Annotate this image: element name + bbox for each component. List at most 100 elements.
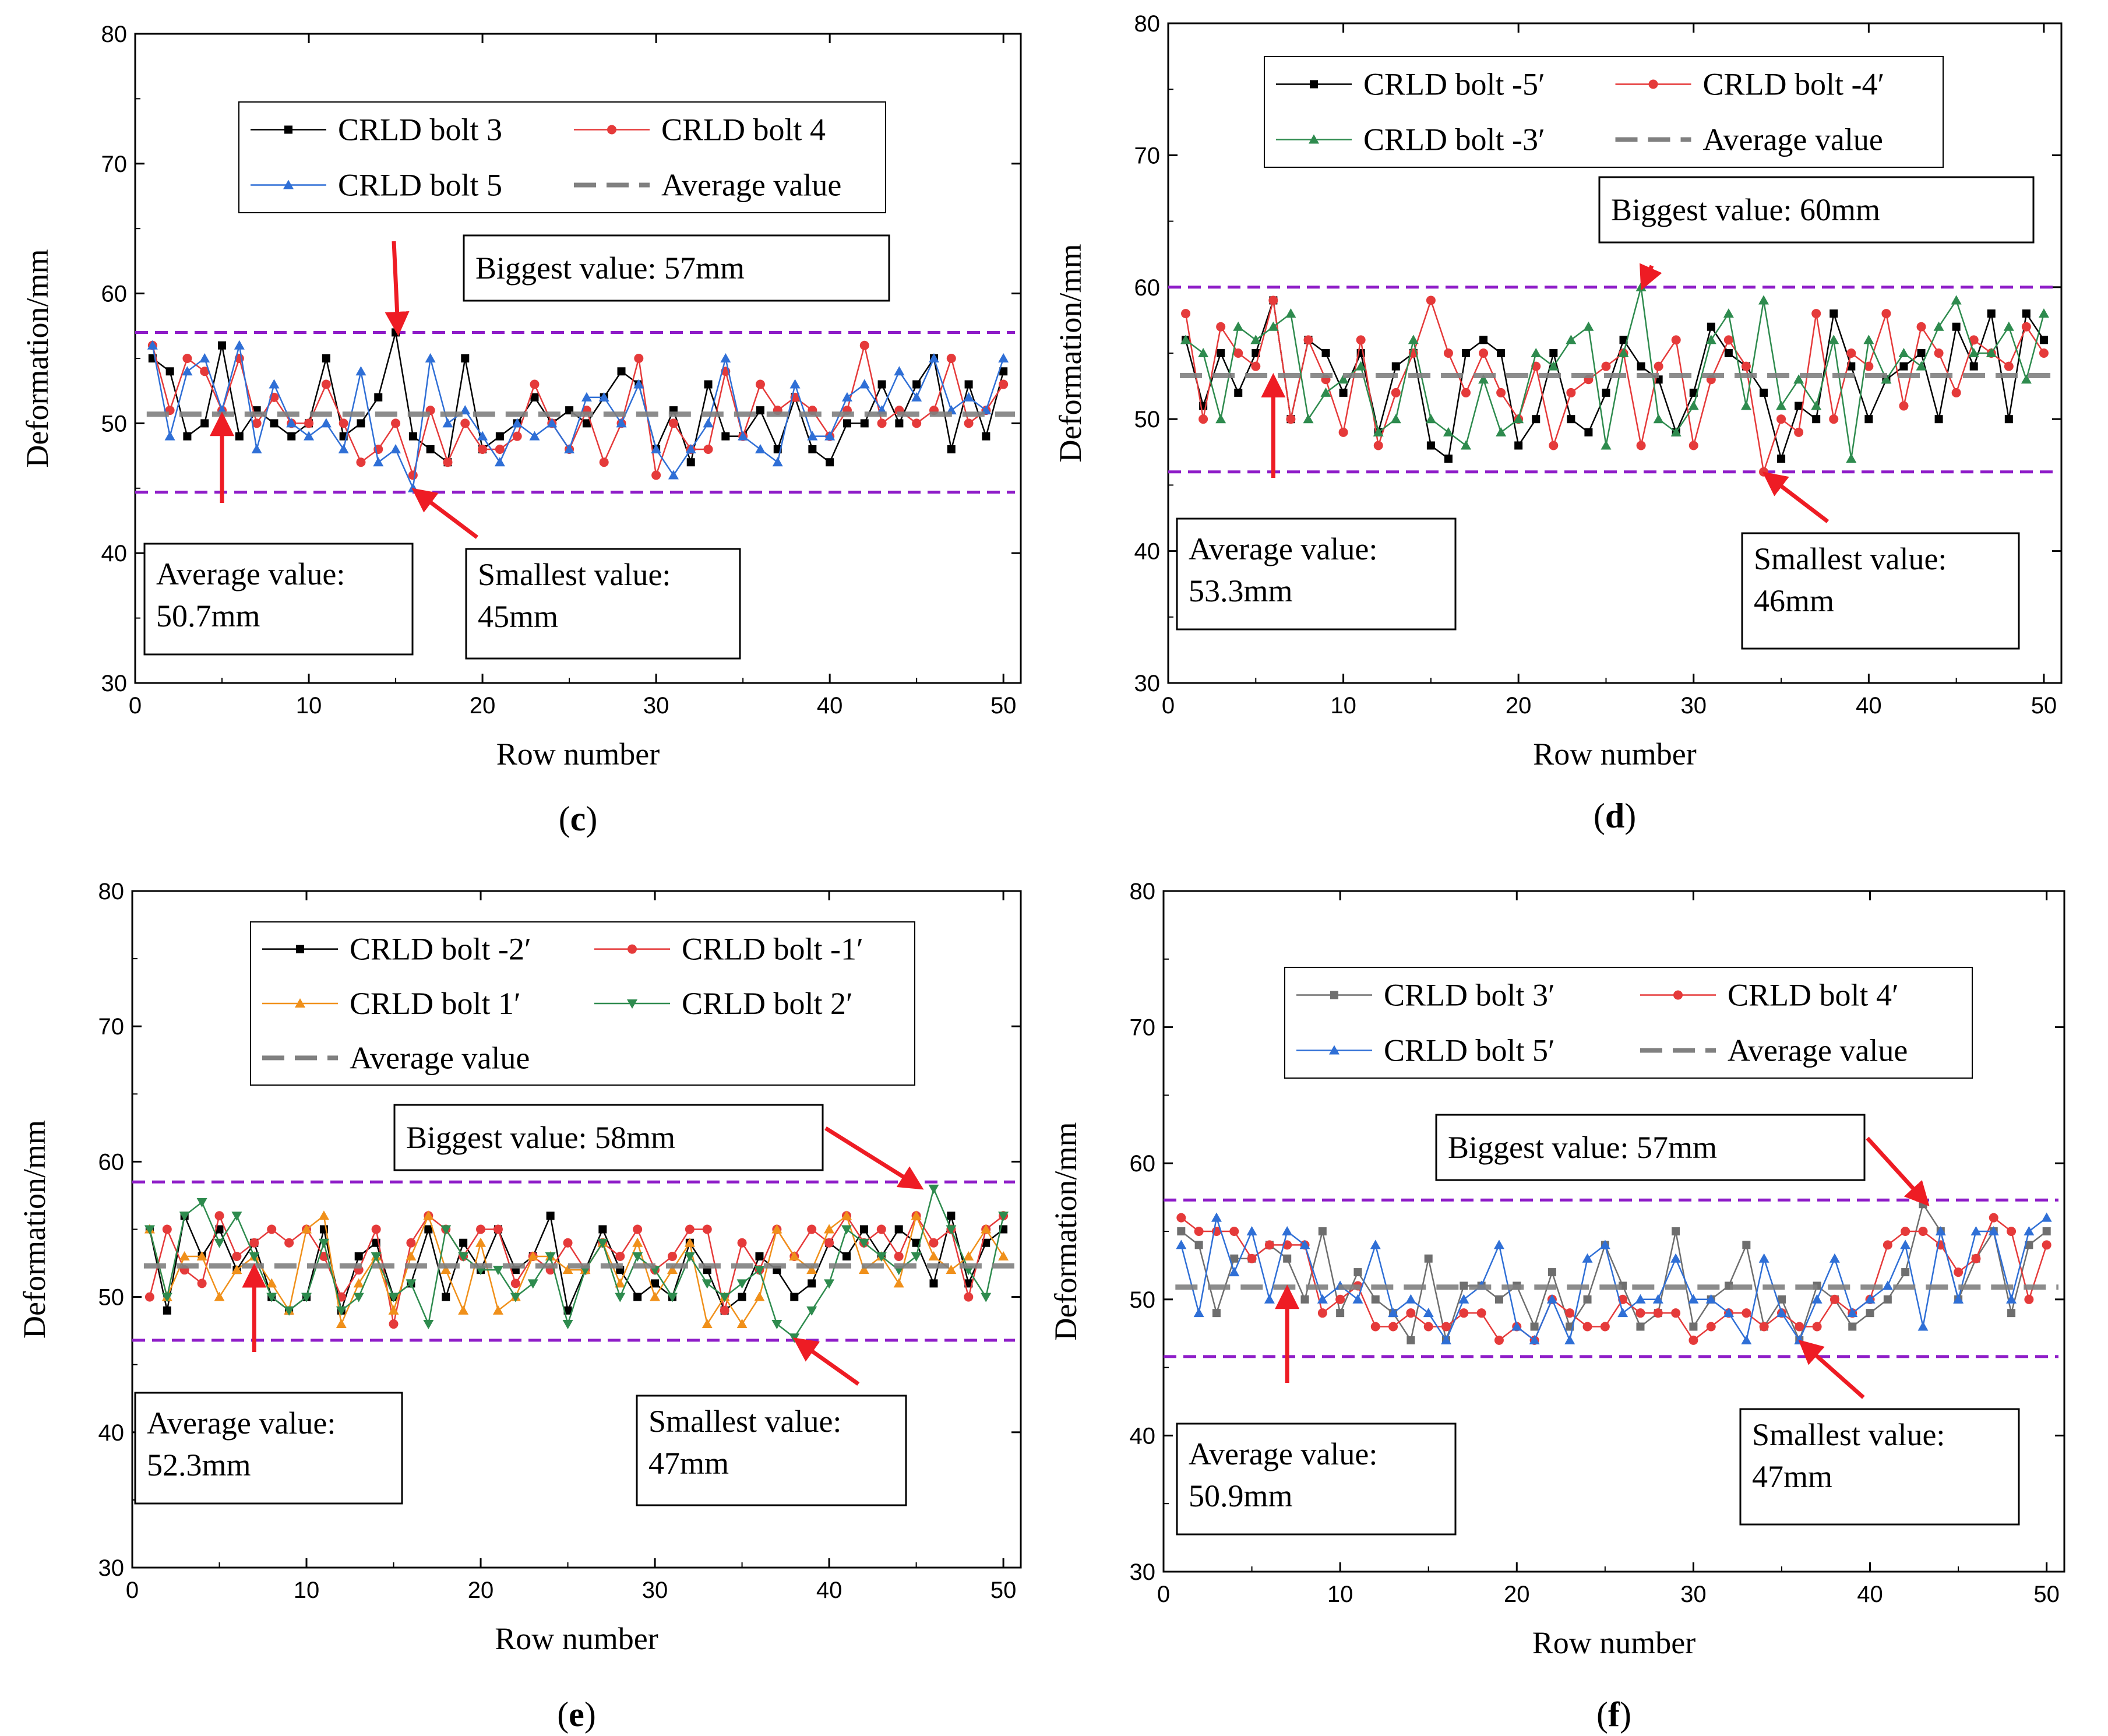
data-point xyxy=(1566,388,1576,397)
data-point xyxy=(738,431,749,441)
legend-entry: CRLD bolt 4 xyxy=(574,112,826,147)
data-point xyxy=(1336,1309,1345,1318)
data-point xyxy=(894,1251,904,1261)
legend-label: Average value xyxy=(661,168,841,203)
data-point xyxy=(1863,334,1874,344)
data-point xyxy=(1636,1322,1645,1331)
data-point xyxy=(1318,1227,1327,1235)
data-point xyxy=(510,1279,520,1288)
data-point xyxy=(1759,467,1768,477)
data-point xyxy=(981,1293,992,1302)
data-point xyxy=(1901,1268,1910,1277)
data-point xyxy=(1599,1240,1610,1249)
data-point xyxy=(510,1293,521,1302)
series-line xyxy=(1180,1202,2047,1343)
data-point xyxy=(824,431,836,441)
biggest-value-label: Biggest value: 58mm xyxy=(406,1120,675,1155)
series-line xyxy=(1185,298,2044,473)
data-point xyxy=(2021,322,2031,332)
data-point xyxy=(1285,308,1296,318)
data-point xyxy=(1637,362,1645,371)
data-point xyxy=(530,393,539,402)
biggest-value-box xyxy=(1435,1114,1866,1181)
data-point xyxy=(144,1292,154,1302)
data-point xyxy=(598,392,609,402)
y-tick-label: 40 xyxy=(1134,539,1161,565)
data-point xyxy=(1934,415,1943,424)
data-point xyxy=(1405,1294,1416,1304)
x-tick-label: 0 xyxy=(126,1577,139,1603)
data-point xyxy=(214,1291,225,1301)
data-point xyxy=(1548,361,1559,371)
data-point xyxy=(1425,414,1436,424)
data-point xyxy=(843,419,851,428)
data-point xyxy=(963,1251,974,1260)
panel-label-close: ) xyxy=(1624,797,1636,835)
data-point xyxy=(1672,1227,1680,1235)
data-point xyxy=(1229,1267,1240,1277)
data-point xyxy=(390,443,401,453)
x-tick-label: 30 xyxy=(1681,693,1707,719)
data-point xyxy=(356,457,366,467)
data-point xyxy=(998,1251,1009,1260)
data-point xyxy=(685,1224,695,1234)
data-point xyxy=(806,1306,817,1316)
data-point xyxy=(440,1265,452,1274)
data-point xyxy=(1352,1294,1363,1304)
data-point xyxy=(1776,1308,1787,1318)
data-point xyxy=(633,379,644,389)
data-point xyxy=(1476,1308,1486,1318)
panel-label: (c) xyxy=(559,800,598,838)
data-point xyxy=(911,392,922,402)
y-tick-label: 70 xyxy=(1130,1015,1156,1041)
data-point xyxy=(808,1279,816,1288)
data-point xyxy=(1321,349,1330,357)
y-tick-label: 70 xyxy=(101,152,128,177)
y-axis-title: Deformation/mm xyxy=(17,1120,52,1339)
data-point xyxy=(301,1293,312,1302)
data-point xyxy=(826,458,834,467)
data-point xyxy=(231,1265,242,1274)
data-point xyxy=(1264,1294,1275,1304)
series-crld-bolt-5 xyxy=(147,340,1009,492)
biggest-value-box xyxy=(1598,176,2035,244)
data-point xyxy=(424,1225,433,1234)
annotations: Biggest value: 60mm Smallest value: 46mm A… xyxy=(1176,176,2035,650)
data-point xyxy=(461,354,470,362)
data-point xyxy=(371,1252,382,1262)
data-point xyxy=(841,1210,852,1220)
data-point xyxy=(1742,1308,1751,1318)
data-point xyxy=(1193,1308,1204,1318)
data-point xyxy=(1742,1241,1751,1249)
data-point xyxy=(353,1278,364,1288)
data-point xyxy=(301,1224,312,1234)
panel-label-open: ( xyxy=(1596,1695,1608,1734)
y-tick-label: 70 xyxy=(1134,143,1161,168)
data-point xyxy=(1864,361,1874,371)
legend-marker xyxy=(628,944,637,954)
data-point xyxy=(947,1212,956,1220)
data-point xyxy=(1530,1322,1539,1331)
average-value-label: 53.3mm xyxy=(1189,573,1293,608)
smallest-value-box xyxy=(465,548,741,660)
data-point xyxy=(928,353,939,362)
data-point xyxy=(651,1279,660,1288)
data-point xyxy=(492,1305,503,1315)
data-point xyxy=(1848,1322,1857,1331)
legend-label: CRLD bolt 5 xyxy=(338,168,502,203)
data-point xyxy=(304,418,314,428)
data-point xyxy=(702,1224,712,1234)
data-point xyxy=(911,1210,922,1220)
data-point xyxy=(720,1305,729,1315)
biggest-value-arrow xyxy=(385,241,410,336)
x-axis-title: Row number xyxy=(496,737,660,772)
data-point xyxy=(929,1279,938,1288)
data-point xyxy=(754,1291,765,1301)
x-tick-label: 0 xyxy=(1162,693,1175,719)
average-value-label: 50.9mm xyxy=(1189,1478,1293,1513)
data-point xyxy=(702,1319,713,1329)
data-point xyxy=(2025,1241,2033,1249)
data-point xyxy=(1883,1295,1892,1304)
data-point xyxy=(1619,336,1628,344)
smallest-value-arrow xyxy=(411,488,478,539)
